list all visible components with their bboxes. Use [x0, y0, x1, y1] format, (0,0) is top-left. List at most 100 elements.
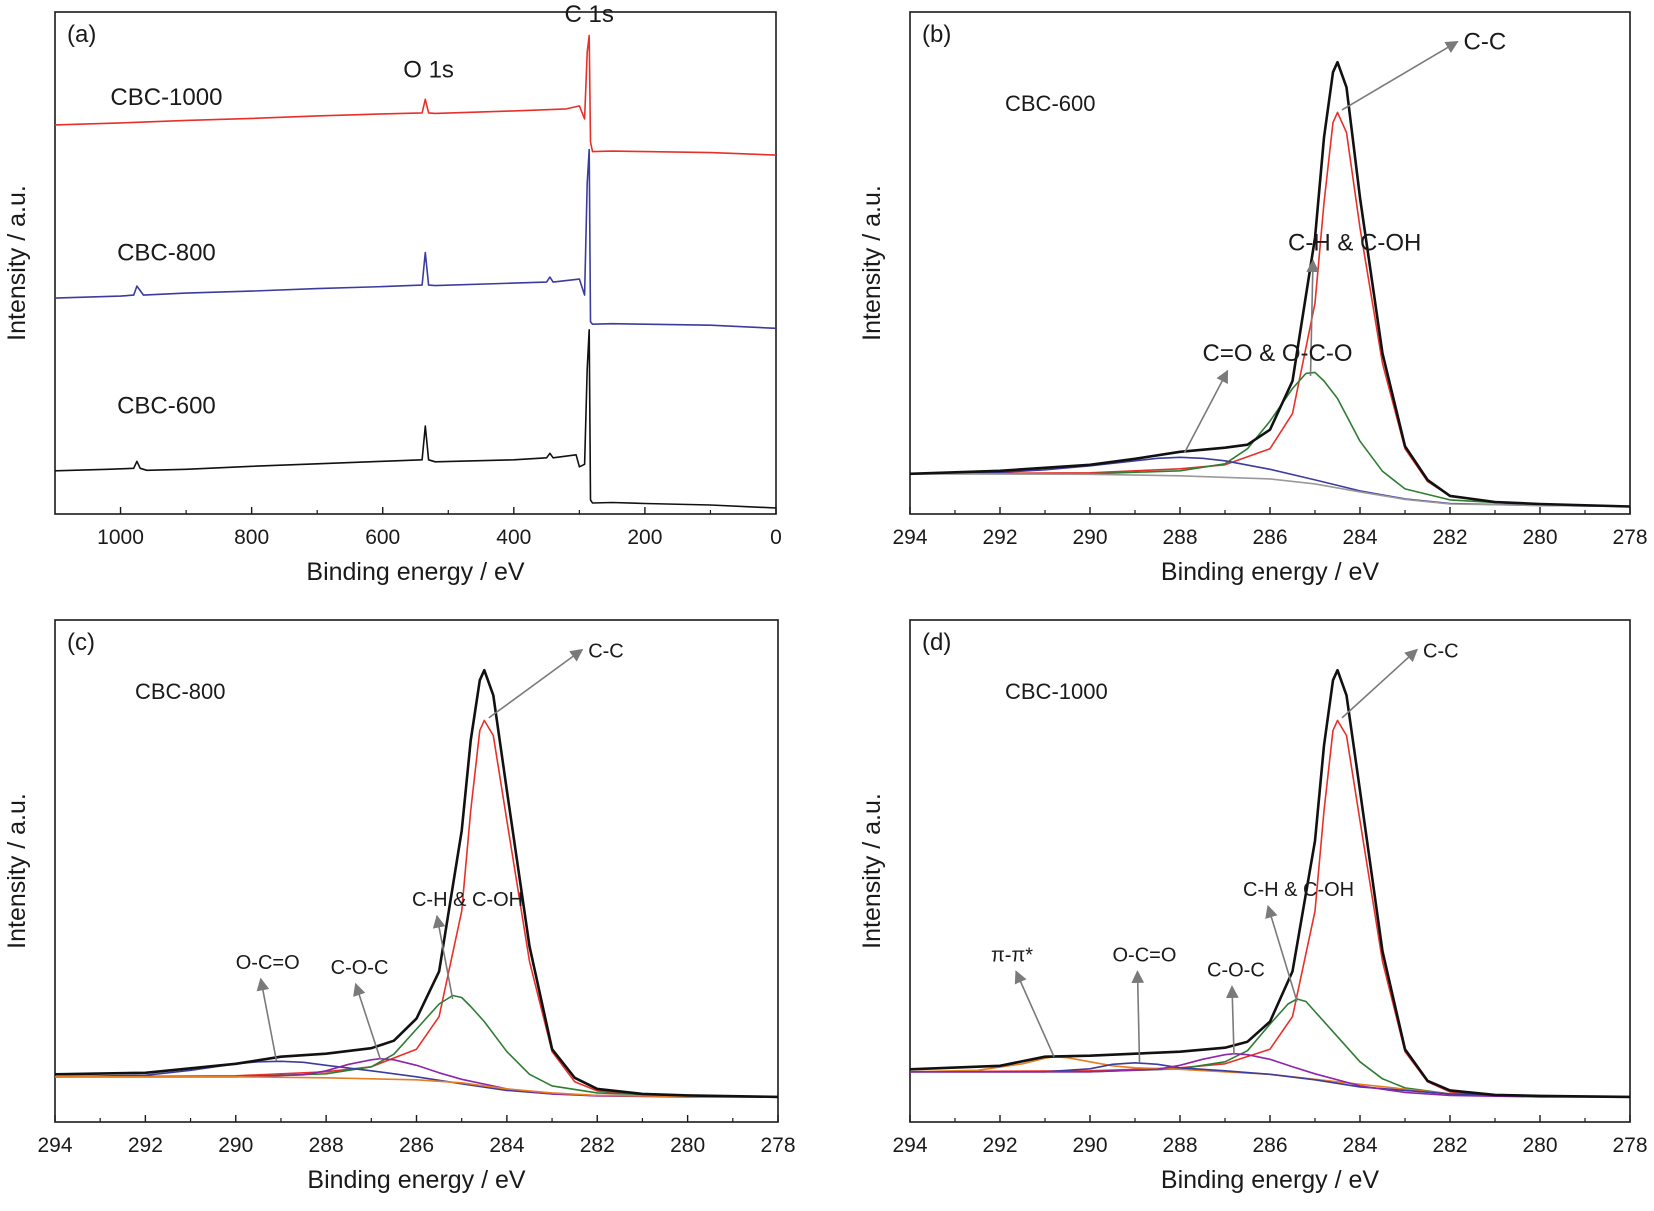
- y-axis-label: Intensity / a.u.: [858, 185, 886, 341]
- sample-label: CBC-1000: [1005, 679, 1108, 704]
- series-line-c-o-o-c-o: [909, 456, 1631, 508]
- peak-arrow-c-c: [1341, 648, 1418, 719]
- x-tick-label: 282: [1432, 1134, 1467, 1157]
- x-tick-label: 294: [892, 526, 927, 549]
- xps-panel-b: 294 292 290 288 286 284 282 280 278 Binding energ…: [858, 11, 1648, 586]
- peak-label-c-o-c: C-O-C: [331, 957, 389, 979]
- xps-panel-d: 294 292 290 288 286 284 282 280 278 Binding energ…: [858, 619, 1648, 1194]
- series-line-pi-pi: [909, 1055, 1631, 1098]
- x-tick-label: 292: [982, 1134, 1017, 1157]
- series-line-c-o-c: [55, 1057, 778, 1098]
- peak-label-c-o-c: C-O-C: [1207, 959, 1265, 981]
- peak-label-o-c-o: O-C=O: [1113, 944, 1177, 966]
- sample-label: CBC-600: [1005, 91, 1095, 116]
- x-tick-label: 294: [892, 1134, 927, 1157]
- series-line-c-c: [909, 111, 1631, 508]
- peak-arrow-c-o-c: [1225, 985, 1239, 1055]
- x-tick-label: 290: [218, 1134, 253, 1157]
- xps-panel-c: 294 292 290 288 286 284 282 280 278 Binding energ…: [3, 619, 796, 1194]
- x-tick-label: 800: [234, 526, 269, 549]
- x-tick-label: 280: [1522, 526, 1557, 549]
- x-tick-label: 282: [580, 1134, 615, 1157]
- x-tick-label: 278: [1612, 1134, 1647, 1157]
- x-tick-label: 400: [496, 526, 531, 549]
- annotation-cbc-600: CBC-600: [117, 393, 216, 420]
- x-tick-label: 278: [1612, 526, 1647, 549]
- x-axis-label: Binding energy / eV: [307, 1166, 526, 1194]
- series-line-background: [55, 1076, 779, 1098]
- peak-arrow-c-c: [488, 648, 584, 719]
- x-tick-label: 0: [770, 526, 782, 549]
- peak-arrow-pi-pi: [1014, 970, 1055, 1058]
- annotation-c-1s: C 1s: [565, 1, 614, 28]
- x-tick-label: 288: [1162, 1134, 1197, 1157]
- x-tick-label: 292: [982, 526, 1017, 549]
- annotation-o-1s: O 1s: [403, 56, 454, 83]
- peak-arrow-o-c-o: [256, 977, 278, 1061]
- x-tick-label: 292: [128, 1134, 163, 1157]
- peak-label-c-o-o-c-o: C=O & O-C-O: [1203, 340, 1353, 367]
- xps-panel-a: 1000 800 600 400 200 0 Binding energy / eV Inte…: [3, 1, 782, 586]
- peak-arrow-c-h-c-oh: [1265, 904, 1298, 1002]
- x-tick-label: 282: [1432, 526, 1467, 549]
- peak-label-o-c-o: O-C=O: [236, 952, 300, 974]
- series-line-c-h-c-oh: [55, 994, 779, 1098]
- series-line-envelope: [909, 60, 1631, 508]
- peak-label-c-c: C-C: [1423, 641, 1459, 663]
- x-tick-label: 290: [1072, 526, 1107, 549]
- x-tick-label: 1000: [97, 526, 144, 549]
- peak-label-c-c: C-C: [588, 641, 624, 663]
- peak-label-c-h-c-oh: C-H & C-OH: [1243, 879, 1354, 901]
- x-tick-label: 284: [1342, 1134, 1377, 1157]
- x-tick-label: 284: [1342, 526, 1377, 549]
- panel-label: (a): [67, 21, 96, 48]
- series-line-envelope: [909, 668, 1631, 1099]
- series-line-background: [909, 473, 1631, 508]
- y-axis-label: Intensity / a.u.: [3, 793, 31, 949]
- peak-label-c-h-c-oh: C-H & C-OH: [412, 889, 523, 911]
- x-axis-label: Binding energy / eV: [1161, 1166, 1380, 1194]
- x-tick-label: 200: [627, 526, 662, 549]
- panel-label: (d): [922, 629, 951, 656]
- peak-arrow-c-h-c-oh: [1306, 259, 1320, 376]
- x-tick-label: 288: [1162, 526, 1197, 549]
- peak-label-c-h-c-oh: C-H & C-OH: [1288, 229, 1421, 256]
- series-line-c-h-c-oh: [910, 371, 1631, 508]
- x-tick-label: 294: [37, 1134, 72, 1157]
- series-line-cbc-600: [54, 329, 777, 509]
- x-tick-label: 278: [760, 1134, 795, 1157]
- x-tick-label: 284: [489, 1134, 524, 1157]
- x-axis-label: Binding energy / eV: [1161, 558, 1380, 586]
- annotation-cbc-800: CBC-800: [117, 239, 216, 266]
- panel-label: (b): [922, 21, 951, 48]
- x-tick-label: 286: [1252, 526, 1287, 549]
- peak-arrow-c-o-c: [353, 982, 382, 1060]
- x-tick-label: 290: [1072, 1134, 1107, 1157]
- sample-label: CBC-800: [135, 679, 225, 704]
- y-axis-label: Intensity / a.u.: [858, 793, 886, 949]
- plot-frame: [54, 11, 777, 515]
- x-tick-label: 288: [309, 1134, 344, 1157]
- series-line-o-c-o: [910, 1062, 1631, 1098]
- annotation-cbc-1000: CBC-1000: [110, 84, 222, 111]
- plot-frame: [909, 11, 1631, 515]
- peak-arrow-c-h-c-oh: [432, 914, 454, 1000]
- x-tick-label: 280: [670, 1134, 705, 1157]
- x-tick-label: 280: [1522, 1134, 1557, 1157]
- peak-arrow-c-c: [1341, 40, 1459, 111]
- y-axis-label: Intensity / a.u.: [3, 185, 31, 341]
- peak-arrow-o-c-o: [1131, 970, 1145, 1063]
- series-line-cbc-1000: [54, 34, 777, 156]
- peak-label-c-c: C-C: [1464, 29, 1507, 56]
- x-axis-label: Binding energy / eV: [306, 558, 525, 586]
- series-line-c-o-c: [910, 1052, 1630, 1098]
- peak-label-pi-pi: π-π*: [991, 944, 1033, 966]
- series-line-c-c: [909, 719, 1631, 1098]
- series-line-cbc-800: [54, 148, 777, 330]
- x-tick-label: 600: [365, 526, 400, 549]
- x-tick-label: 286: [399, 1134, 434, 1157]
- series-line-envelope: [54, 668, 779, 1099]
- panel-label: (c): [67, 629, 95, 656]
- peak-arrow-c-o-o-c-o: [1183, 369, 1229, 454]
